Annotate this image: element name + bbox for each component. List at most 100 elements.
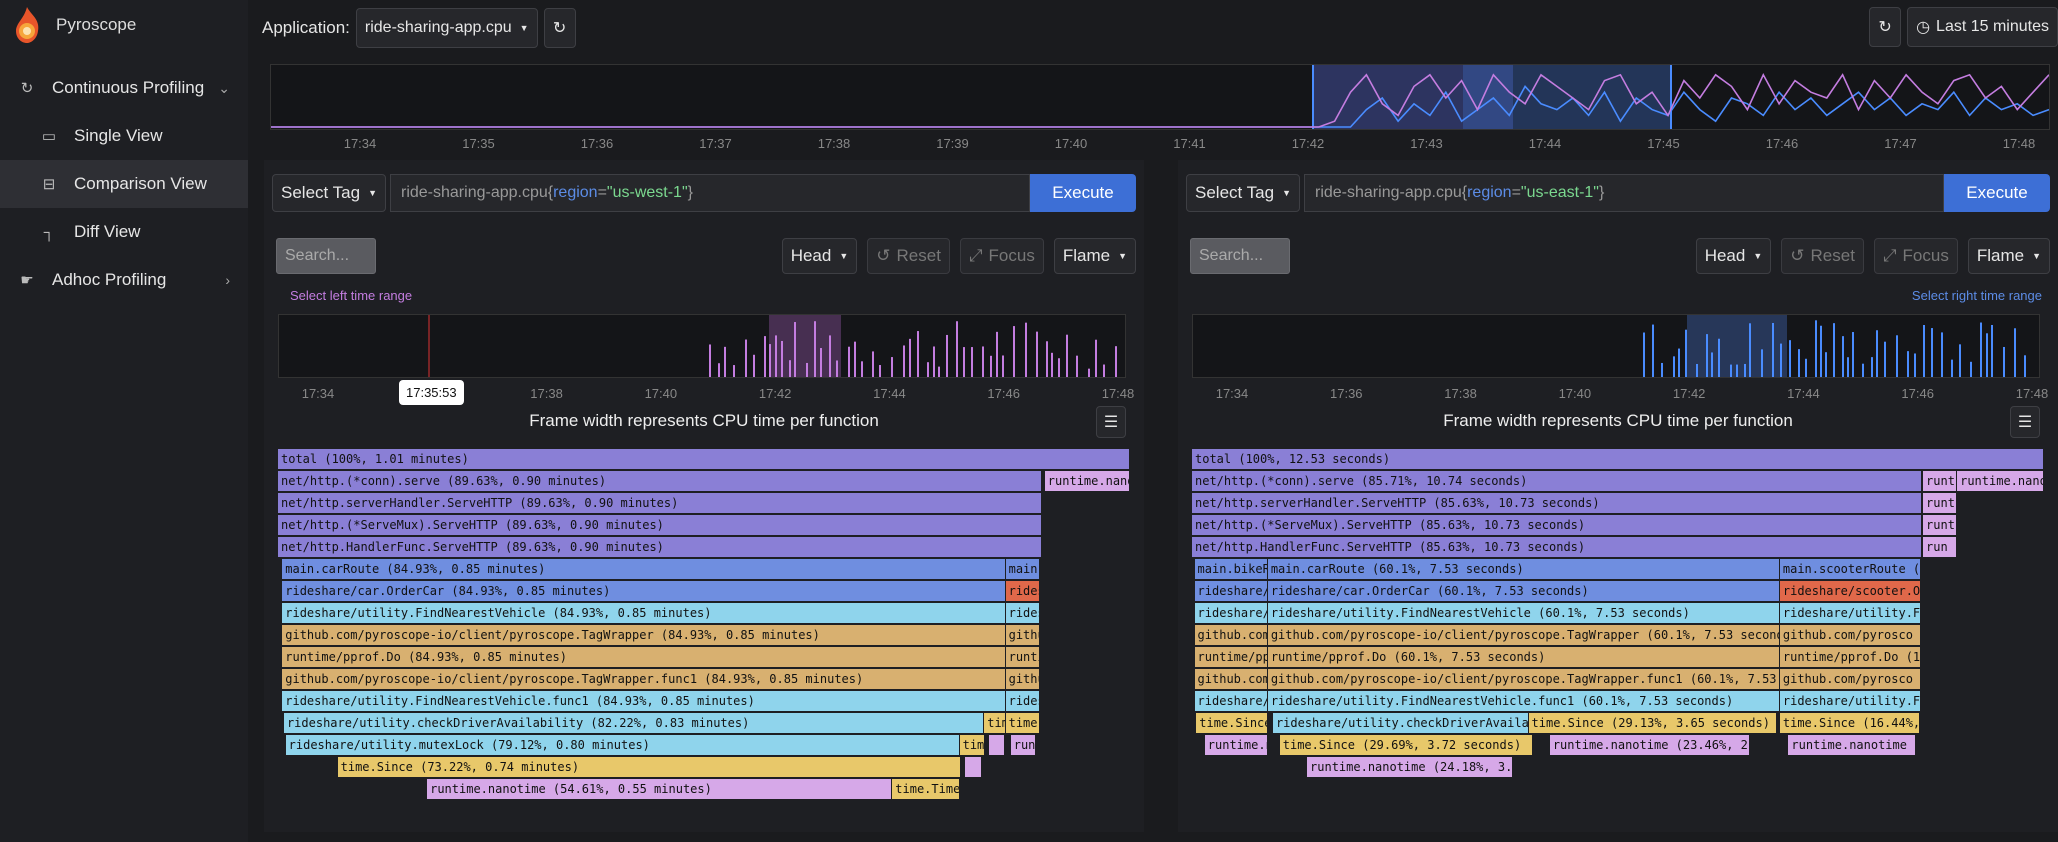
flame-frame[interactable]: time.Since (1196, 713, 1268, 734)
flame-frame[interactable]: runtime.nanotime (1204, 735, 1268, 756)
flame-frame[interactable]: github.com (1194, 669, 1268, 690)
flame-frame[interactable]: time.Since (29.13%, 3.65 seconds) (1528, 713, 1777, 734)
mini-timeline-chart[interactable] (278, 314, 1126, 378)
flame-frame[interactable]: runtime.nanot (1957, 471, 2044, 492)
flame-frame[interactable]: rides (1005, 691, 1040, 712)
execute-button[interactable]: Execute (1944, 174, 2050, 212)
search-input[interactable]: Search... (276, 238, 376, 274)
time-range-button[interactable]: ◷ Last 15 minutes (1907, 7, 2058, 47)
query-input[interactable]: ride-sharing-app.cpu{region = "us-east-1"} (1304, 174, 1944, 212)
flame-frame[interactable]: runtime/pprof (1194, 647, 1268, 668)
flame-frame[interactable]: rideshare/utility.Fi (1779, 691, 1922, 712)
export-menu-button[interactable]: ☰ (2010, 406, 2040, 438)
left-selection[interactable] (1313, 65, 1513, 129)
search-input[interactable]: Search... (1190, 238, 1290, 274)
refresh-button[interactable]: ↻ (1869, 7, 1902, 47)
main-timeline-chart[interactable] (270, 64, 2050, 130)
mini-timeline-chart[interactable] (1192, 314, 2040, 378)
flame-frame[interactable]: runt (1923, 493, 1958, 514)
flame-frame[interactable]: time.Since (29.69%, 3.72 seconds) (1279, 735, 1533, 756)
flame-frame[interactable]: runt (1923, 471, 1958, 492)
flame-frame[interactable]: rideshare (1005, 603, 1040, 624)
brand[interactable]: Pyroscope (0, 0, 248, 50)
flame-frame[interactable]: rideshare/scooter.Or (1779, 581, 1922, 602)
flame-frame[interactable]: rideshare/utility.Fi (1779, 603, 1922, 624)
reset-button[interactable]: ↺ Reset (867, 238, 950, 274)
flame-frame[interactable]: time (1005, 713, 1040, 734)
flame-frame[interactable]: github (1005, 669, 1040, 690)
flame-frame[interactable]: main.scooterRoute (1 (1779, 559, 1922, 580)
sidebar-item-diff-view[interactable]: ┐ Diff View (0, 208, 248, 256)
flame-frame[interactable]: net/http.HandlerFunc.ServeHTTP (89.63%, … (278, 537, 1042, 558)
flame-frame[interactable]: github.com/pyrosco (1779, 669, 1922, 690)
flame-frame[interactable]: runtime.nanotime (54.61%, 0.55 minutes) (427, 779, 893, 800)
flame-frame[interactable]: time (959, 735, 986, 756)
flame-frame[interactable]: total (100%, 1.01 minutes) (278, 449, 1130, 470)
flame-frame[interactable]: runtime.nanotime (24.18%, 3.03 seconds) (1307, 757, 1514, 778)
flame-frame[interactable]: time.Since (16.44%, (1779, 713, 1920, 734)
flame-frame[interactable]: main.bikeRoute (1005, 559, 1040, 580)
query-input[interactable]: ride-sharing-app.cpu{region = "us-west-1"} (390, 174, 1030, 212)
flame-frame[interactable]: rideshare (1005, 581, 1040, 602)
flame-frame[interactable]: main.bikeRoute (1194, 559, 1268, 580)
flame-frame[interactable]: net/http.(*ServeMux).ServeHTTP (85.63%, … (1192, 515, 1922, 536)
select-tag-button[interactable]: Select Tag ▼ (272, 174, 386, 212)
flame-frame[interactable]: runtime.nanotime (1788, 735, 1917, 756)
view-mode-select[interactable]: Flame ▼ (1053, 238, 1136, 274)
flame-frame[interactable]: net/http.(*ServeMux).ServeHTTP (89.63%, … (278, 515, 1042, 536)
flame-frame[interactable]: github.com (1194, 625, 1268, 646)
application-select[interactable]: ride-sharing-app.cpu ▼ (355, 7, 538, 48)
flame-frame[interactable]: net/http.serverHandler.ServeHTTP (89.63%… (278, 493, 1042, 514)
flame-frame[interactable]: rideshare/utility.FindNearestVehicle.fun… (1267, 691, 1780, 712)
sidebar-item-adhoc-profiling[interactable]: ☛ Adhoc Profiling › (0, 256, 248, 304)
export-menu-button[interactable]: ☰ (1096, 406, 1126, 438)
flame-frame[interactable]: github.com/pyroscope-io/client/pyroscope… (1267, 625, 1780, 646)
select-tag-button[interactable]: Select Tag ▼ (1186, 174, 1300, 212)
flame-frame[interactable]: runtime (1005, 647, 1040, 668)
flame-frame[interactable]: main.carRoute (84.93%, 0.85 minutes) (282, 559, 1006, 580)
head-select[interactable]: Head ▼ (781, 238, 858, 274)
flame-frame[interactable]: time (984, 713, 1006, 734)
flame-frame[interactable]: time.Since (73.22%, 0.74 minutes) (337, 757, 962, 778)
sidebar-item-comparison-view[interactable]: ⊟ Comparison View (0, 160, 248, 208)
flame-frame[interactable]: run (1923, 537, 1958, 558)
flame-frame[interactable]: rideshare/bike (1194, 581, 1268, 602)
flame-frame[interactable]: runtime.nanotime (23.46%, 2.94 seconds) (1549, 735, 1750, 756)
flame-frame[interactable]: run (1010, 735, 1037, 756)
flame-frame[interactable]: rideshare/utility (1194, 603, 1268, 624)
flame-frame[interactable] (989, 735, 1005, 756)
flame-frame[interactable]: runtime/pprof.Do (60.1%, 7.53 seconds) (1267, 647, 1780, 668)
flame-frame[interactable]: rideshare/utility (1194, 691, 1268, 712)
flame-frame[interactable]: github.com/pyroscope-io/client/pyroscope… (282, 669, 1006, 690)
flame-frame[interactable]: rideshare/utility.checkDriverAvailabilit… (1272, 713, 1529, 734)
reset-button[interactable]: ↺ Reset (1781, 238, 1864, 274)
execute-button[interactable]: Execute (1030, 174, 1136, 212)
right-selection[interactable] (1463, 65, 1671, 129)
sidebar-item-continuous-profiling[interactable]: ↻ Continuous Profiling ⌄ (0, 64, 248, 112)
flame-frame[interactable]: runtime.nanotime (1044, 471, 1130, 492)
flame-frame[interactable]: net/http.(*conn).serve (85.71%, 10.74 se… (1192, 471, 1923, 492)
flame-frame[interactable]: net/http.(*conn).serve (89.63%, 0.90 min… (278, 471, 1042, 492)
flame-frame[interactable]: rideshare/utility.mutexLock (79.12%, 0.8… (285, 735, 960, 756)
flame-frame[interactable]: net/http.serverHandler.ServeHTTP (85.63%… (1192, 493, 1922, 514)
flame-frame[interactable]: github.com/pyroscope-io/client/pyroscope… (282, 625, 1006, 646)
flame-frame[interactable]: total (100%, 12.53 seconds) (1192, 449, 2044, 470)
flame-frame[interactable]: runtime/pprof.Do (16 (1779, 647, 1922, 668)
flame-frame[interactable]: rideshare/utility.FindNearestVehicle (60… (1267, 603, 1780, 624)
flame-frame[interactable]: rideshare/utility.checkDriverAvailabilit… (283, 713, 985, 734)
flame-frame[interactable]: net/http.HandlerFunc.ServeHTTP (85.63%, … (1192, 537, 1922, 558)
flame-frame[interactable] (964, 757, 982, 778)
flame-frame[interactable]: rideshare/car.OrderCar (60.1%, 7.53 seco… (1267, 581, 1780, 602)
flame-frame[interactable]: main.carRoute (60.1%, 7.53 seconds) (1267, 559, 1780, 580)
flame-frame[interactable]: rideshare/utility.FindNearestVehicle (84… (282, 603, 1006, 624)
view-mode-select[interactable]: Flame ▼ (1967, 238, 2050, 274)
flamegraph[interactable]: total (100%, 1.01 minutes) net/http.(*con… (278, 449, 1130, 832)
flame-frame[interactable]: github (1005, 625, 1040, 646)
focus-button[interactable]: ⤢ Focus (1873, 238, 1958, 274)
sidebar-item-single-view[interactable]: ▭ Single View (0, 112, 248, 160)
flame-frame[interactable]: runt (1923, 515, 1958, 536)
flame-frame[interactable]: rideshare/utility.FindNearestVehicle.fun… (282, 691, 1006, 712)
flame-frame[interactable]: time.Time (892, 779, 961, 800)
refresh-apps-button[interactable]: ↻ (543, 7, 576, 48)
head-select[interactable]: Head ▼ (1695, 238, 1772, 274)
